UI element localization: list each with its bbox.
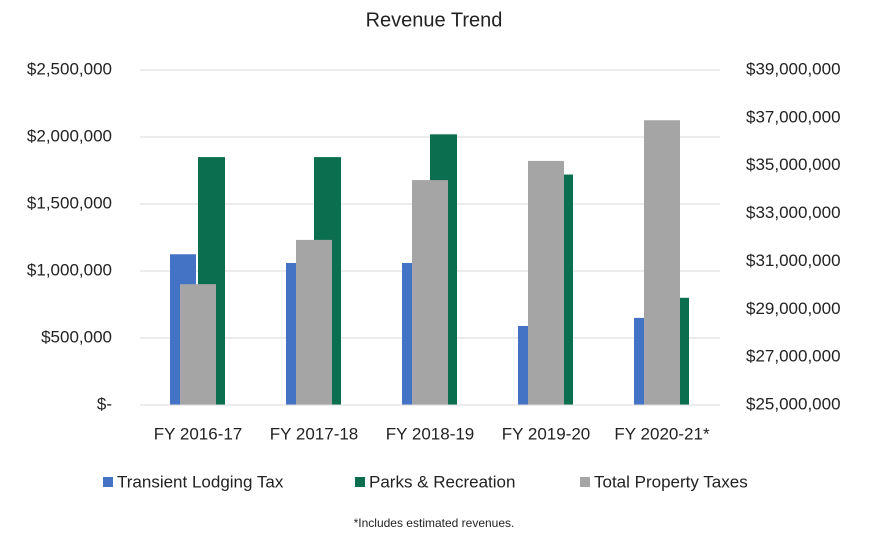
x-tick-label: FY 2016-17 <box>154 424 243 443</box>
y2-tick-label: $35,000,000 <box>746 155 841 174</box>
y-tick-label: $1,000,000 <box>27 260 112 279</box>
x-tick-label: FY 2018-19 <box>386 424 475 443</box>
y-tick-label: $- <box>97 394 112 413</box>
legend-swatch <box>580 477 590 487</box>
y2-tick-label: $31,000,000 <box>746 251 841 270</box>
y2-tick-label: $37,000,000 <box>746 107 841 126</box>
bar <box>528 160 564 405</box>
y-tick-label: $500,000 <box>41 327 112 346</box>
footnote: *Includes estimated revenues. <box>354 516 515 530</box>
legend-label: Total Property Taxes <box>594 472 748 491</box>
bar <box>644 120 680 405</box>
y2-tick-label: $39,000,000 <box>746 59 841 78</box>
y-tick-label: $2,000,000 <box>27 126 112 145</box>
x-tick-label: FY 2020-21* <box>614 424 710 443</box>
y-tick-label: $1,500,000 <box>27 193 112 212</box>
y-tick-label: $2,500,000 <box>27 59 112 78</box>
bar <box>296 239 332 405</box>
x-tick-label: FY 2019-20 <box>502 424 591 443</box>
y2-tick-label: $27,000,000 <box>746 347 841 366</box>
y2-tick-label: $29,000,000 <box>746 299 841 318</box>
bar <box>412 180 448 405</box>
legend-swatch <box>355 477 365 487</box>
legend-swatch <box>103 477 113 487</box>
y2-tick-label: $25,000,000 <box>746 394 841 413</box>
y2-tick-label: $33,000,000 <box>746 203 841 222</box>
x-tick-label: FY 2017-18 <box>270 424 359 443</box>
legend-label: Parks & Recreation <box>369 472 515 491</box>
bar <box>180 284 216 405</box>
chart-title: Revenue Trend <box>366 9 503 31</box>
legend-label: Transient Lodging Tax <box>117 472 284 491</box>
